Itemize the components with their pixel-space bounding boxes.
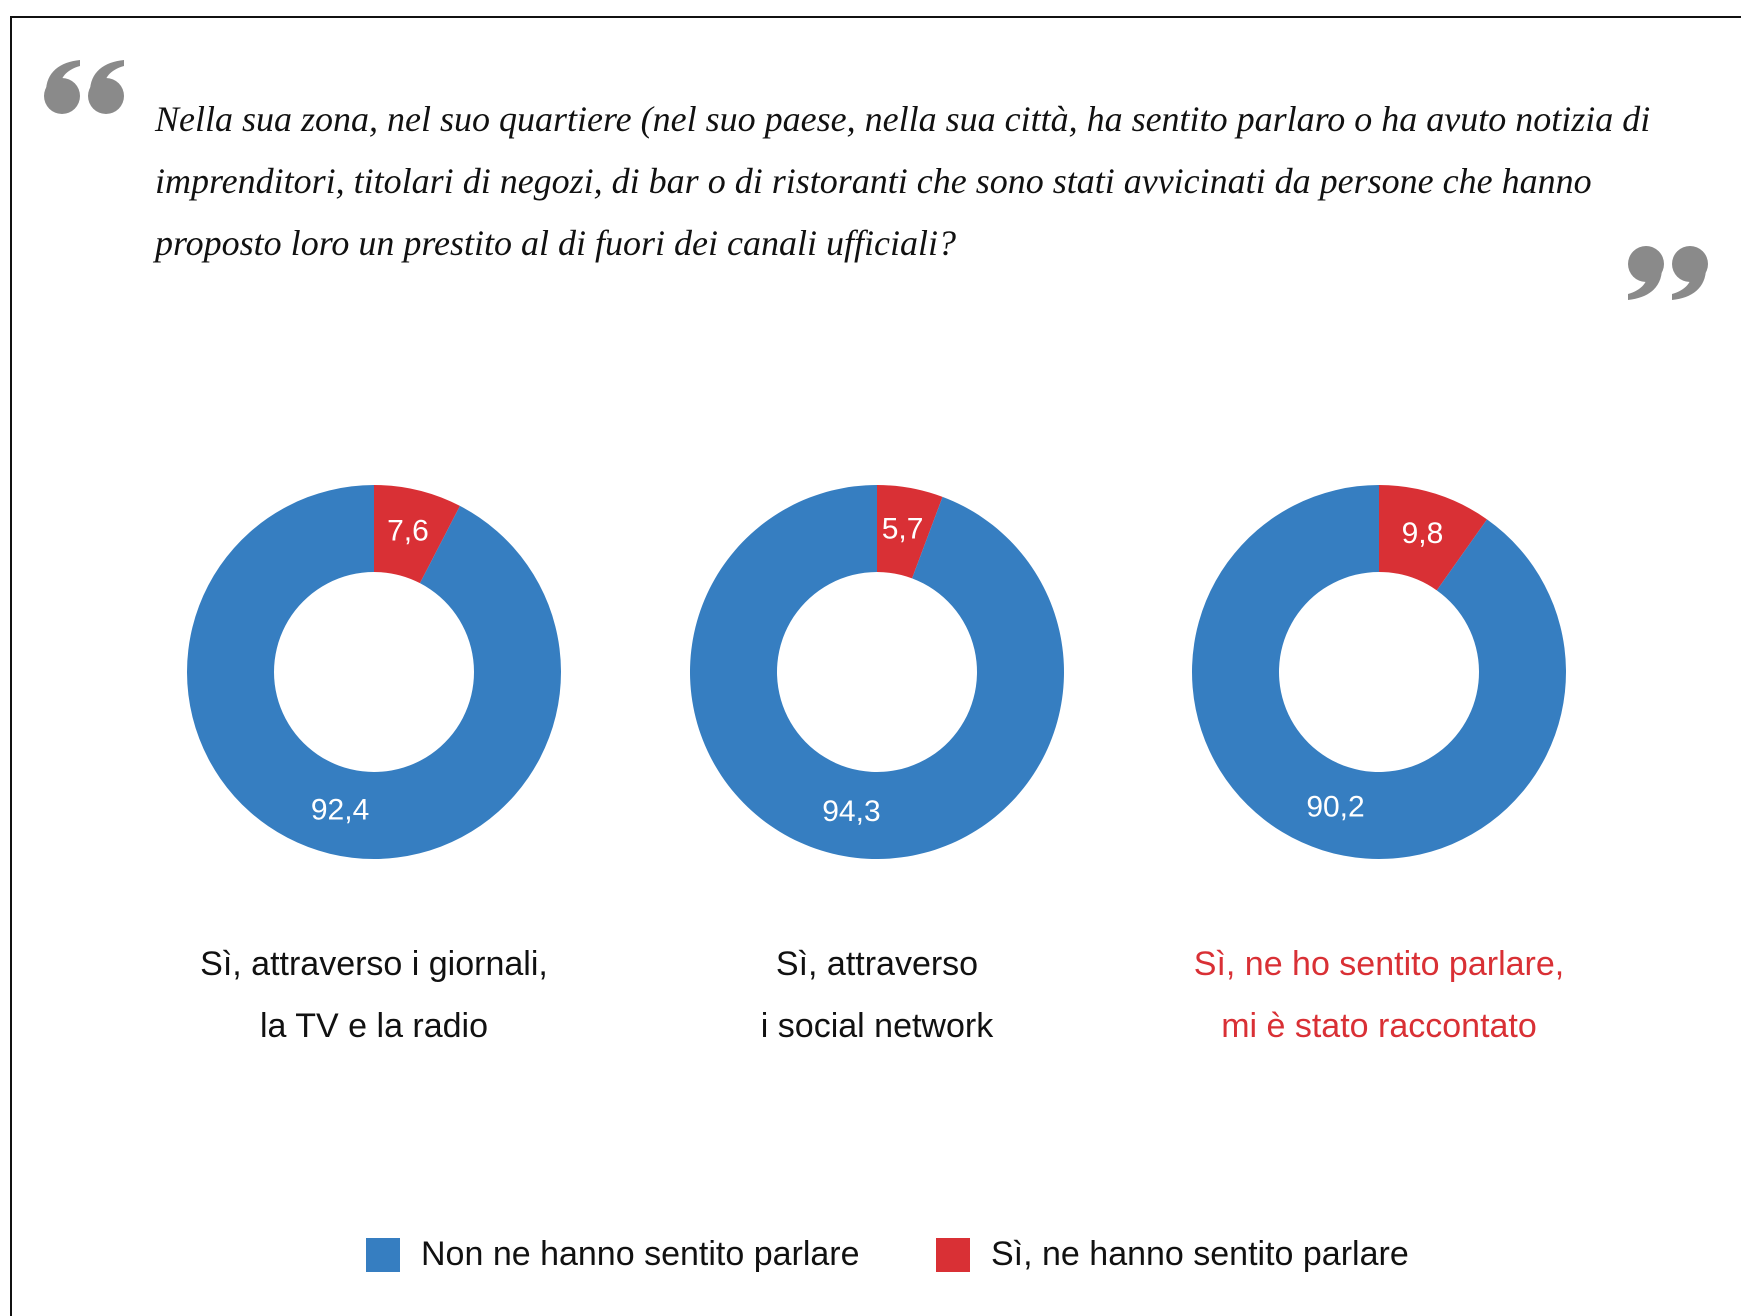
value-label: 92,4 — [311, 793, 369, 826]
chart-caption: la TV e la radio — [260, 1007, 488, 1045]
legend-swatch — [936, 1238, 970, 1272]
donut-segment — [1379, 485, 1488, 591]
donut-segment — [374, 485, 460, 584]
chart-caption: Sì, attraverso i giornali, — [200, 945, 548, 983]
donut-segment — [1191, 485, 1566, 860]
donut-segment — [187, 485, 562, 860]
value-label: 90,2 — [1306, 791, 1364, 824]
chart-caption: Sì, attraverso — [776, 945, 978, 983]
legend-label: Non ne hanno sentito parlare — [421, 1235, 860, 1273]
donut-segment — [689, 485, 1064, 859]
open-quote — [44, 60, 124, 114]
value-label: 94,3 — [822, 795, 880, 828]
legend-label: Sì, ne hanno sentito parlare — [991, 1235, 1409, 1273]
value-label: 9,8 — [1402, 517, 1444, 550]
frame — [10, 16, 1741, 1316]
chart-caption: i social network — [761, 1007, 994, 1045]
value-label: 7,6 — [387, 514, 429, 547]
legend-swatch — [366, 1238, 400, 1272]
value-label: 5,7 — [882, 513, 924, 546]
donut-segment — [877, 485, 943, 579]
question: Nella sua zona, nel suo quartiere (nel s… — [155, 99, 1651, 263]
chart-caption: mi è stato raccontato — [1221, 1007, 1537, 1045]
close-quote — [1628, 246, 1708, 300]
chart-caption: Sì, ne ho sentito parlare, — [1194, 945, 1564, 983]
